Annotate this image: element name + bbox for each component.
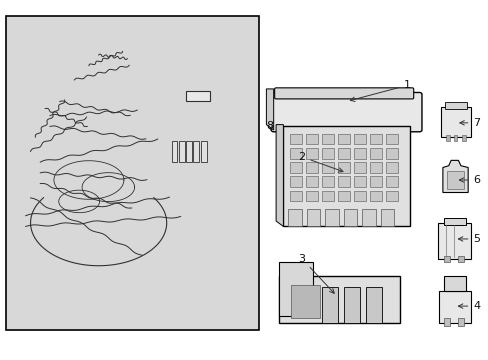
Bar [385,148,397,158]
Bar [385,134,397,144]
Bar [353,191,366,202]
Bar [445,102,466,109]
Bar [443,256,449,262]
Bar [289,134,301,144]
Bar [287,208,301,226]
Bar [438,291,469,323]
Bar [369,176,381,187]
Bar [369,148,381,158]
Bar [353,176,366,187]
Bar [278,262,312,316]
Bar [201,141,206,162]
Bar [289,148,301,158]
Bar [385,162,397,173]
Bar [193,141,199,162]
Bar [321,176,333,187]
Bar [441,107,469,137]
Bar [186,91,210,102]
Bar [443,276,465,291]
Bar [343,208,357,226]
Bar [366,287,381,323]
Bar [322,287,337,323]
Text: 4: 4 [457,301,480,311]
Bar [289,191,301,202]
Bar [337,176,349,187]
Bar [353,134,366,144]
Bar [458,256,463,262]
Text: 3: 3 [298,253,334,293]
Bar [321,191,333,202]
Bar [443,318,449,327]
Bar [443,217,465,225]
Bar [447,171,463,189]
Bar [337,162,349,173]
FancyBboxPatch shape [271,93,421,132]
Bar [289,176,301,187]
Text: 5: 5 [457,234,479,244]
Bar [344,287,359,323]
Bar [369,134,381,144]
Bar [321,148,333,158]
Polygon shape [442,160,467,193]
Bar [337,148,349,158]
Bar [283,126,409,226]
Text: 2: 2 [298,152,342,172]
Bar [369,191,381,202]
FancyBboxPatch shape [274,88,413,99]
Bar [325,208,338,226]
Bar [305,176,317,187]
Bar [305,162,317,173]
Bar [6,16,259,330]
Text: 7: 7 [459,118,480,128]
Bar [385,176,397,187]
Bar [186,141,192,162]
Bar [362,208,375,226]
Bar [305,191,317,202]
Polygon shape [276,125,283,226]
Bar [305,148,317,158]
Bar [446,135,449,141]
Bar [289,162,301,173]
Bar [321,162,333,173]
Bar [337,134,349,144]
Bar [337,191,349,202]
Bar [278,276,399,323]
Bar [380,208,393,226]
Bar [290,285,319,318]
Bar [321,134,333,144]
Bar [179,141,184,162]
Bar [305,134,317,144]
Bar [437,223,470,258]
Bar [461,135,465,141]
Text: 1: 1 [349,80,410,102]
Bar [171,141,177,162]
Bar [385,191,397,202]
Bar [369,162,381,173]
Bar [353,148,366,158]
Bar [306,208,320,226]
Text: 8: 8 [266,121,273,131]
Polygon shape [266,89,273,130]
Text: 6: 6 [458,175,479,185]
Bar [353,162,366,173]
Bar [458,318,463,327]
Bar [453,135,457,141]
